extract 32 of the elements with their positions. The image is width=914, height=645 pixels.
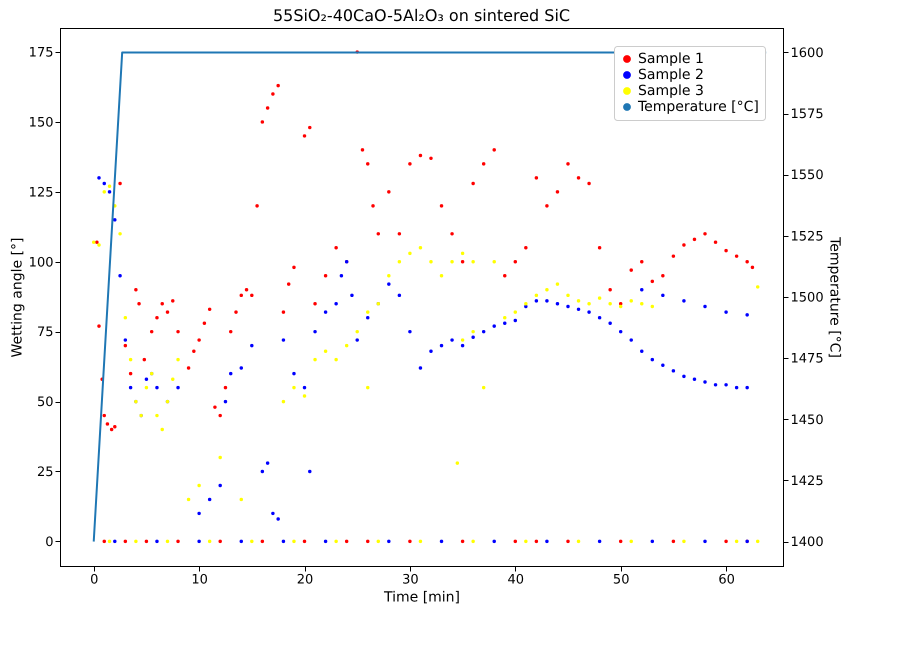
y-axis-title: Wetting angle [°] <box>10 238 26 358</box>
x-tick-label: 20 <box>296 572 314 588</box>
y2-tick-label: 1575 <box>790 107 824 122</box>
x-axis-title: Time [min] <box>382 590 460 606</box>
x-tick-label: 40 <box>508 572 524 588</box>
x-tick-label: 60 <box>718 572 735 588</box>
x-tick-label: 30 <box>402 572 419 588</box>
y2-tick-label: 1400 <box>790 535 824 550</box>
y2-tick-label: 1525 <box>790 229 824 244</box>
y2-tick-label: 1550 <box>790 168 824 184</box>
y2-tick-label: 1500 <box>790 290 824 306</box>
y2-tick-label: 1475 <box>790 352 824 367</box>
x-tick-label: 10 <box>191 572 208 588</box>
y-tick-label: 75 <box>36 325 54 340</box>
y2-tick-label: 1600 <box>790 46 824 61</box>
y2-axis-title: Temperature [°C] <box>826 236 843 358</box>
y-tick-label: 125 <box>28 185 54 200</box>
y-tick-label: 100 <box>28 255 54 270</box>
legend-label: Sample 1 <box>638 51 704 67</box>
legend-label: Temperature [°C] <box>637 99 759 115</box>
y-tick-label: 25 <box>36 464 54 480</box>
y2-tick-label: 1450 <box>790 412 824 428</box>
y-tick-label: 150 <box>28 115 54 130</box>
legend-label: Sample 3 <box>638 83 704 99</box>
x-tick-label: 0 <box>90 572 98 588</box>
y-tick-label: 175 <box>28 46 54 61</box>
legend-label: Sample 2 <box>638 67 704 83</box>
y-tick-label: 0 <box>45 534 54 550</box>
chart-title: 55SiO₂-40CaO-5Al₂O₃ on sintered SiC <box>272 6 570 25</box>
x-tick-label: 50 <box>612 572 630 588</box>
y2-tick-label: 1425 <box>790 474 824 489</box>
y-tick-label: 50 <box>36 395 54 410</box>
